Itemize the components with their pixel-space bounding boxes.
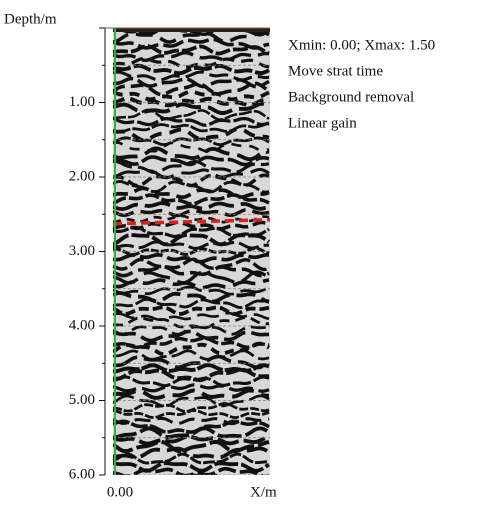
texture-band [113,50,270,63]
texture-band [113,311,270,322]
texture-band [113,167,270,180]
texture-band [113,439,270,454]
texture-band [113,336,270,350]
texture-band [113,136,270,147]
annotation: Xmin: 0.00; Xmax: 1.50 [288,37,435,53]
top-band [113,28,270,32]
texture-band [113,193,270,206]
x-tick-label: 0.00 [107,484,133,500]
texture-band [113,44,270,56]
texture-band [113,473,221,475]
texture-band [113,325,269,336]
annotation: Linear gain [288,115,357,131]
texture-band [113,233,270,247]
texture-band [113,155,270,167]
y-tick-label: 5.00 [69,392,95,408]
y-tick-label: 3.00 [69,243,95,259]
marker-line [113,217,270,226]
texture-band [113,246,270,257]
texture-band [113,63,270,76]
texture-band [113,285,270,296]
texture-band [113,329,269,343]
texture-band [113,349,270,361]
texture-band [113,201,270,211]
texture-band [113,257,270,272]
texture-band [113,81,270,97]
texture-band [113,208,270,218]
texture-band [113,101,270,115]
texture-band [113,108,270,122]
texture-band [113,76,270,89]
texture-band [113,37,270,50]
annotation: Move strat time [288,63,383,79]
texture-band [113,297,270,310]
texture-band [113,56,270,69]
texture-band [113,126,270,143]
y-axis-label: Depth/m [4,11,57,27]
texture-band [113,452,270,465]
texture-band [113,367,270,383]
texture-band [113,419,270,434]
y-tick-label: 4.00 [69,317,95,333]
texture-band [113,141,270,154]
texture-band [113,30,270,44]
annotation: Background removal [288,89,414,105]
texture-band [113,461,270,473]
texture-band [113,122,270,134]
y-tick-label: 1.00 [69,94,95,110]
y-tick-label: 2.00 [69,168,95,184]
texture-band [113,28,269,30]
texture-band [113,89,270,102]
texture-band [113,409,270,419]
texture-band [113,383,270,393]
texture-band [113,252,269,264]
texture-band [113,179,270,194]
texture-band [113,394,270,408]
texture-band [113,265,270,278]
texture-band [113,416,270,426]
radargram-image [113,28,270,475]
texture-band [113,388,269,400]
texture-band [113,159,270,175]
texture-band [113,116,270,127]
texture-band [113,305,270,316]
texture-band [113,278,270,290]
y-tick-label: 6.00 [69,466,95,482]
texture-band [113,375,270,388]
texture-band [113,290,270,304]
texture-band [113,240,270,250]
x-axis-label: X/m [250,484,277,500]
texture-band [113,146,270,162]
texture-band [113,186,270,200]
